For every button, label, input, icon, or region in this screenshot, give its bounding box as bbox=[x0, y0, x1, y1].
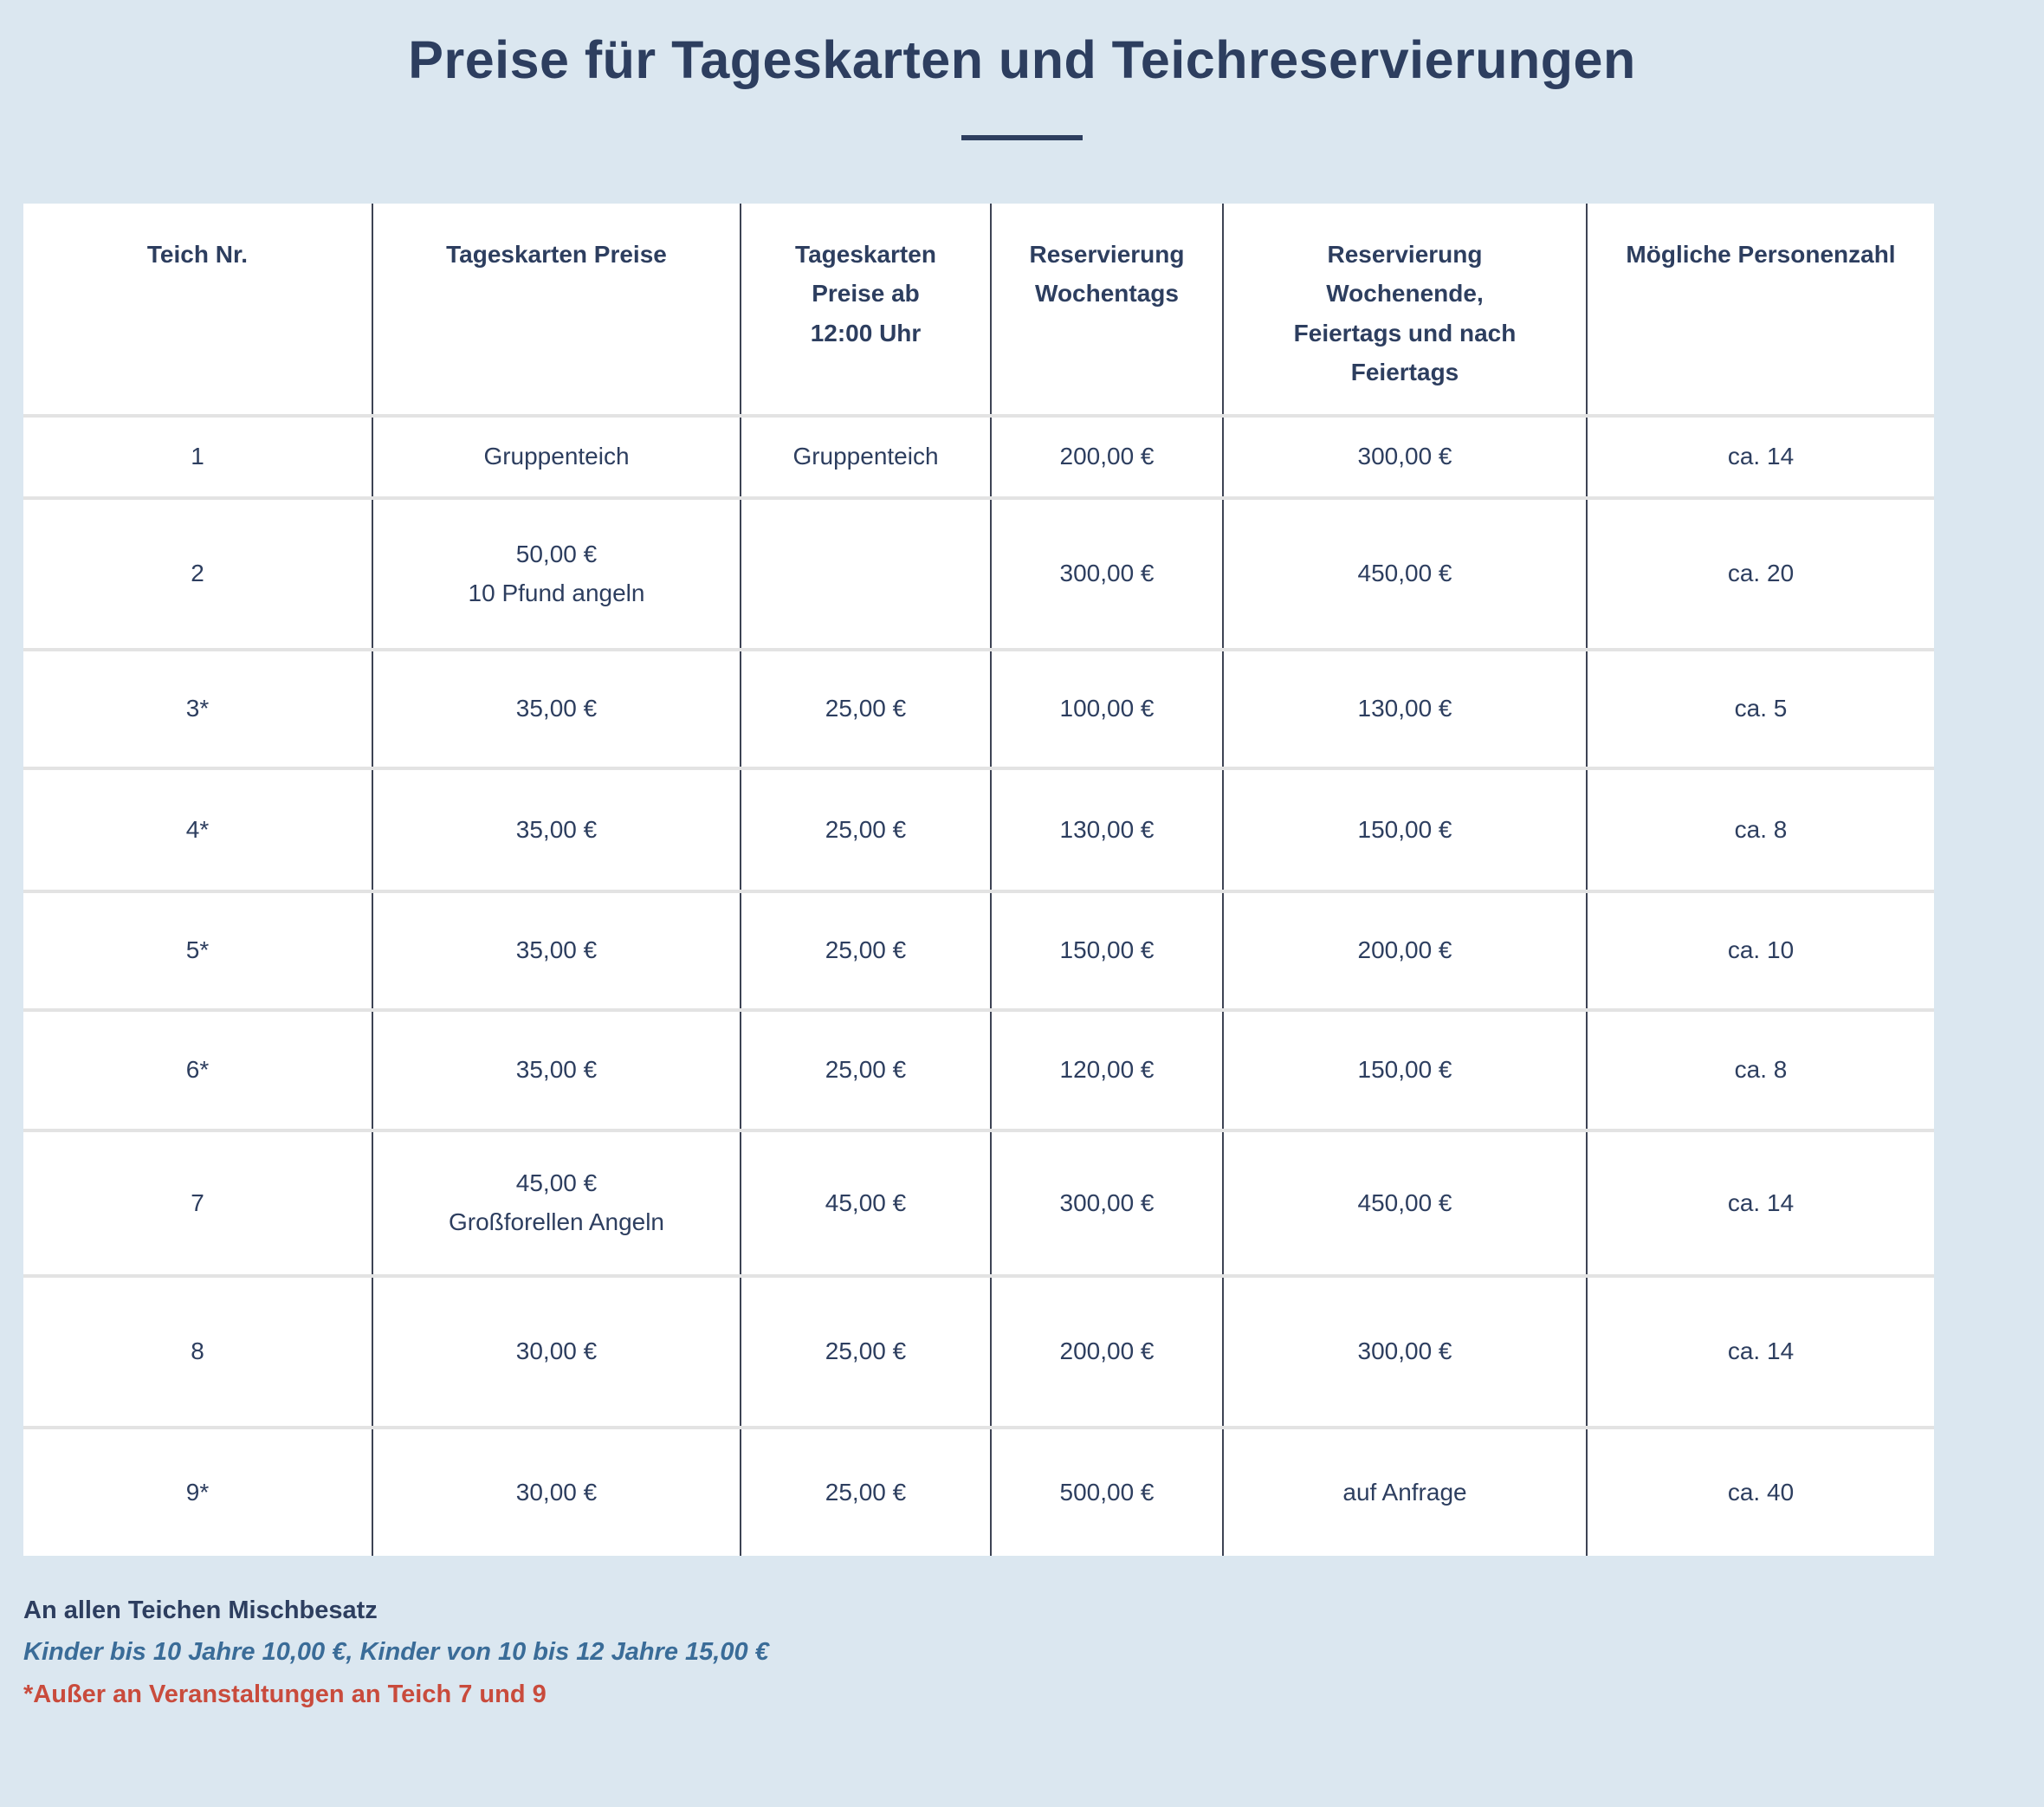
table-row-teich-9: 9* 30,00 € 25,00 € 500,00 € auf Anfrage … bbox=[23, 1428, 1934, 1556]
cell-preise-ab-12: 25,00 € bbox=[741, 891, 992, 1010]
cell-reservierung-wochentags: 200,00 € bbox=[991, 1276, 1224, 1428]
title-underline bbox=[961, 135, 1083, 140]
col-header-preise-ab-12: Tageskarten Preise ab 12:00 Uhr bbox=[741, 204, 992, 416]
cell-teich-nr: 3* bbox=[23, 650, 373, 768]
cell-tageskarten-preise: 50,00 € 10 Pfund angeln bbox=[372, 498, 741, 650]
cell-personenzahl: ca. 5 bbox=[1734, 695, 1788, 722]
cell-tageskarten-preise: 30,00 € bbox=[372, 1428, 741, 1556]
col-header-reservierung-wochenende: Reservierung Wochenende, Feiertags und n… bbox=[1223, 204, 1588, 416]
page-title: Preise für Tageskarten und Teichreservie… bbox=[408, 30, 1636, 89]
cell-teich-nr: 1 bbox=[23, 416, 373, 498]
cell-reservierung-wochentags: 130,00 € bbox=[991, 768, 1224, 891]
cell-reservierung-wochentags: 120,00 € bbox=[991, 1010, 1224, 1130]
table-row-teich-1: 1 Gruppenteich Gruppenteich 200,00 € 300… bbox=[23, 416, 1934, 498]
table-row-teich-8: 8 30,00 € 25,00 € 200,00 € 300,00 € ca. … bbox=[23, 1276, 1934, 1428]
footer-note-kinderpreise: Kinder bis 10 Jahre 10,00 €, Kinder von … bbox=[23, 1638, 769, 1667]
cell-teich-nr: 8 bbox=[23, 1276, 373, 1428]
cell-reservierung-wochenende: 200,00 € bbox=[1223, 891, 1588, 1010]
cell-preise-ab-12: 25,00 € bbox=[741, 768, 992, 891]
cell-preise-ab-12: Gruppenteich bbox=[741, 416, 992, 498]
cell-preise-ab-12 bbox=[741, 498, 992, 650]
cell-reservierung-wochenende: 130,00 € bbox=[1223, 650, 1588, 768]
cell-reservierung-wochentags: 500,00 € bbox=[991, 1428, 1224, 1556]
cell-reservierung-wochentags: 150,00 € bbox=[991, 891, 1224, 1010]
table-row-teich-7: 7 45,00 € Großforellen Angeln 45,00 € 30… bbox=[23, 1130, 1934, 1276]
cell-tageskarten-preise: 35,00 € bbox=[372, 891, 741, 1010]
cell-preise-ab-12: 25,00 € bbox=[741, 1428, 992, 1556]
cell-personenzahl: ca. 20 bbox=[1727, 560, 1795, 587]
cell-tageskarten-preise: 35,00 € bbox=[372, 650, 741, 768]
cell-personenzahl: ca. 8 bbox=[1734, 815, 1788, 843]
cell-reservierung-wochenende: auf Anfrage bbox=[1223, 1428, 1588, 1556]
cell-reservierung-wochenende: 450,00 € bbox=[1223, 498, 1588, 650]
cell-reservierung-wochenende: 150,00 € bbox=[1223, 1010, 1588, 1130]
footer-notes: An allen Teichen Mischbesatz Kinder bis … bbox=[23, 1590, 2044, 1714]
price-table: Teich Nr. Tageskarten Preise Tageskarten… bbox=[23, 204, 1934, 1556]
cell-personenzahl: ca. 14 bbox=[1727, 1337, 1795, 1365]
table-header: Teich Nr. Tageskarten Preise Tageskarten… bbox=[23, 204, 1934, 416]
cell-reservierung-wochentags: 100,00 € bbox=[991, 650, 1224, 768]
cell-tageskarten-preise: 30,00 € bbox=[372, 1276, 741, 1428]
cell-personenzahl: ca. 8 bbox=[1734, 1056, 1788, 1084]
cell-preise-ab-12: 25,00 € bbox=[741, 650, 992, 768]
footer-note-veranstaltungen: *Außer an Veranstaltungen an Teich 7 und… bbox=[23, 1680, 547, 1708]
cell-personenzahl: ca. 10 bbox=[1727, 936, 1795, 964]
cell-teich-nr: 6* bbox=[23, 1010, 373, 1130]
table-body: 1 Gruppenteich Gruppenteich 200,00 € 300… bbox=[23, 416, 1934, 1556]
cell-personenzahl: ca. 40 bbox=[1727, 1478, 1795, 1506]
cell-tageskarten-preise: Gruppenteich bbox=[372, 416, 741, 498]
cell-reservierung-wochentags: 300,00 € bbox=[991, 498, 1224, 650]
cell-teich-nr: 4* bbox=[23, 768, 373, 891]
cell-personenzahl: ca. 14 bbox=[1727, 1188, 1795, 1216]
cell-teich-nr: 5* bbox=[23, 891, 373, 1010]
cell-preise-ab-12: 25,00 € bbox=[741, 1010, 992, 1130]
cell-personenzahl: ca. 14 bbox=[1727, 443, 1795, 470]
header-row: Teich Nr. Tageskarten Preise Tageskarten… bbox=[23, 204, 1934, 416]
col-header-tageskarten-preise: Tageskarten Preise bbox=[372, 204, 741, 416]
table-row-teich-6: 6* 35,00 € 25,00 € 120,00 € 150,00 € ca.… bbox=[23, 1010, 1934, 1130]
cell-teich-nr: 2 bbox=[23, 498, 373, 650]
cell-reservierung-wochenende: 150,00 € bbox=[1223, 768, 1588, 891]
cell-tageskarten-preise: 45,00 € Großforellen Angeln bbox=[372, 1130, 741, 1276]
table-row-teich-4: 4* 35,00 € 25,00 € 130,00 € 150,00 € ca.… bbox=[23, 768, 1934, 891]
cell-tageskarten-preise: 35,00 € bbox=[372, 1010, 741, 1130]
cell-preise-ab-12: 45,00 € bbox=[741, 1130, 992, 1276]
cell-preise-ab-12: 25,00 € bbox=[741, 1276, 992, 1428]
cell-teich-nr: 9* bbox=[23, 1428, 373, 1556]
col-header-reservierung-wochentags: Reservierung Wochentags bbox=[991, 204, 1224, 416]
cell-reservierung-wochenende: 300,00 € bbox=[1223, 416, 1588, 498]
col-header-teich-nr: Teich Nr. bbox=[23, 204, 373, 416]
table-row-teich-5: 5* 35,00 € 25,00 € 150,00 € 200,00 € ca.… bbox=[23, 891, 1934, 1010]
cell-reservierung-wochentags: 200,00 € bbox=[991, 416, 1224, 498]
table-row-teich-2: 2 50,00 € 10 Pfund angeln 300,00 € 450,0… bbox=[23, 498, 1934, 650]
cell-reservierung-wochentags: 300,00 € bbox=[991, 1130, 1224, 1276]
cell-reservierung-wochenende: 450,00 € bbox=[1223, 1130, 1588, 1276]
cell-reservierung-wochenende: 300,00 € bbox=[1223, 1276, 1588, 1428]
col-header-personenzahl: Mögliche Personenzahl bbox=[1626, 241, 1896, 268]
table-row-teich-3: 3* 35,00 € 25,00 € 100,00 € 130,00 € ca.… bbox=[23, 650, 1934, 768]
footer-note-mischbesatz: An allen Teichen Mischbesatz bbox=[23, 1597, 378, 1624]
cell-teich-nr: 7 bbox=[23, 1130, 373, 1276]
cell-tageskarten-preise: 35,00 € bbox=[372, 768, 741, 891]
